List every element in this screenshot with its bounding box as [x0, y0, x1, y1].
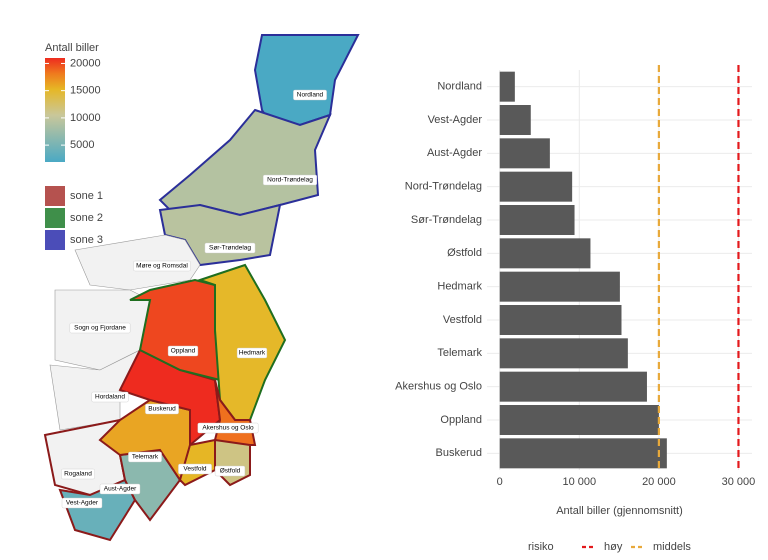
zone-label: sone 1 [70, 190, 103, 202]
region-label: Vestfold [183, 466, 207, 473]
region-label: Rogaland [64, 471, 92, 478]
region-label: Sogn og Fjordane [74, 325, 126, 332]
x-tick-label: 0 [497, 476, 503, 488]
y-tick-label: Nord-Trøndelag [405, 181, 482, 193]
bar [499, 71, 515, 102]
zone-swatch [45, 230, 65, 250]
region-label: Buskerud [148, 406, 176, 413]
map: Nordland Nord-Trøndelag Sør-Trøndelag Møre … [43, 34, 360, 542]
y-tick-label: Østfold [447, 247, 482, 259]
bar [499, 438, 667, 469]
bar-chart: 0 10 000 20 000 30 000 Nordland Vest-Agder Aus… [395, 65, 755, 553]
bar [499, 105, 531, 135]
legend-title: risiko [528, 541, 554, 553]
region-label-box [91, 391, 129, 403]
legend-label: høy [604, 541, 623, 553]
region-label-box [128, 451, 162, 463]
region-label-box [236, 347, 268, 359]
colorbar [45, 58, 65, 162]
colorbar-tick-label: 10000 [70, 112, 101, 124]
colorbar-tick-label: 20000 [70, 57, 101, 69]
region-label-box [178, 463, 212, 475]
x-tick-label: 10 000 [562, 476, 596, 488]
y-tick-label: Hedmark [437, 281, 482, 293]
region-label-box [99, 483, 141, 495]
region-label-box [197, 422, 259, 434]
region-label-box [69, 322, 131, 334]
legend-title: Antall biller [45, 42, 99, 54]
region-label-box [61, 468, 95, 480]
region-label-box [214, 465, 246, 477]
zone-label: sone 2 [70, 212, 103, 224]
bar [499, 138, 550, 169]
y-tick-label: Akershus og Oslo [395, 381, 482, 393]
region-label: Sør-Trøndelag [209, 245, 251, 252]
bar [499, 205, 575, 235]
bar [499, 238, 591, 269]
x-axis-title: Antall biller (gjennomsnitt) [556, 505, 683, 517]
bar [499, 371, 647, 402]
region-label: Østfold [220, 468, 241, 475]
y-tick-label: Oppland [440, 414, 482, 426]
region-label-box [61, 497, 103, 509]
colorbar-tick-label: 15000 [70, 85, 101, 97]
region-label-box [133, 260, 191, 272]
y-tick-label: Sør-Trøndelag [411, 214, 482, 226]
colorbar-tick-label: 5000 [70, 139, 94, 151]
bar [499, 171, 573, 202]
map-region [158, 108, 332, 217]
bar [499, 405, 659, 435]
y-tick-label: Vestfold [443, 314, 482, 326]
x-tick-label: 20 000 [642, 476, 676, 488]
region-label: Vest-Agder [66, 500, 99, 507]
region-label: Akershus og Oslo [202, 425, 254, 432]
region-label-box [167, 345, 199, 357]
zone-swatch [45, 186, 65, 206]
x-tick-label: 30 000 [722, 476, 756, 488]
bar [499, 338, 628, 369]
region-label: Møre og Romsdal [136, 263, 188, 270]
region-label: Aust-Agder [104, 486, 137, 493]
y-tick-label: Telemark [437, 347, 482, 359]
region-label: Oppland [171, 348, 196, 355]
region-label: Hordaland [95, 394, 125, 401]
bar [499, 271, 620, 302]
region-label-box [145, 403, 179, 415]
region-label: Telemark [132, 454, 159, 461]
region-label-box [293, 89, 327, 101]
region-label: Hedmark [239, 350, 266, 357]
legend-label: middels [653, 541, 691, 553]
zone-label: sone 3 [70, 234, 103, 246]
region-label-box [204, 242, 256, 254]
region-label-box [263, 174, 318, 186]
map-region [214, 438, 251, 487]
zone-swatch [45, 208, 65, 228]
bar [499, 305, 622, 335]
y-tick-label: Buskerud [436, 447, 482, 459]
region-label: Nord-Trøndelag [267, 177, 313, 184]
region-label: Nordland [297, 92, 324, 99]
y-tick-label: Vest-Agder [428, 114, 483, 126]
y-tick-label: Nordland [437, 81, 482, 93]
y-tick-label: Aust-Agder [427, 147, 482, 159]
